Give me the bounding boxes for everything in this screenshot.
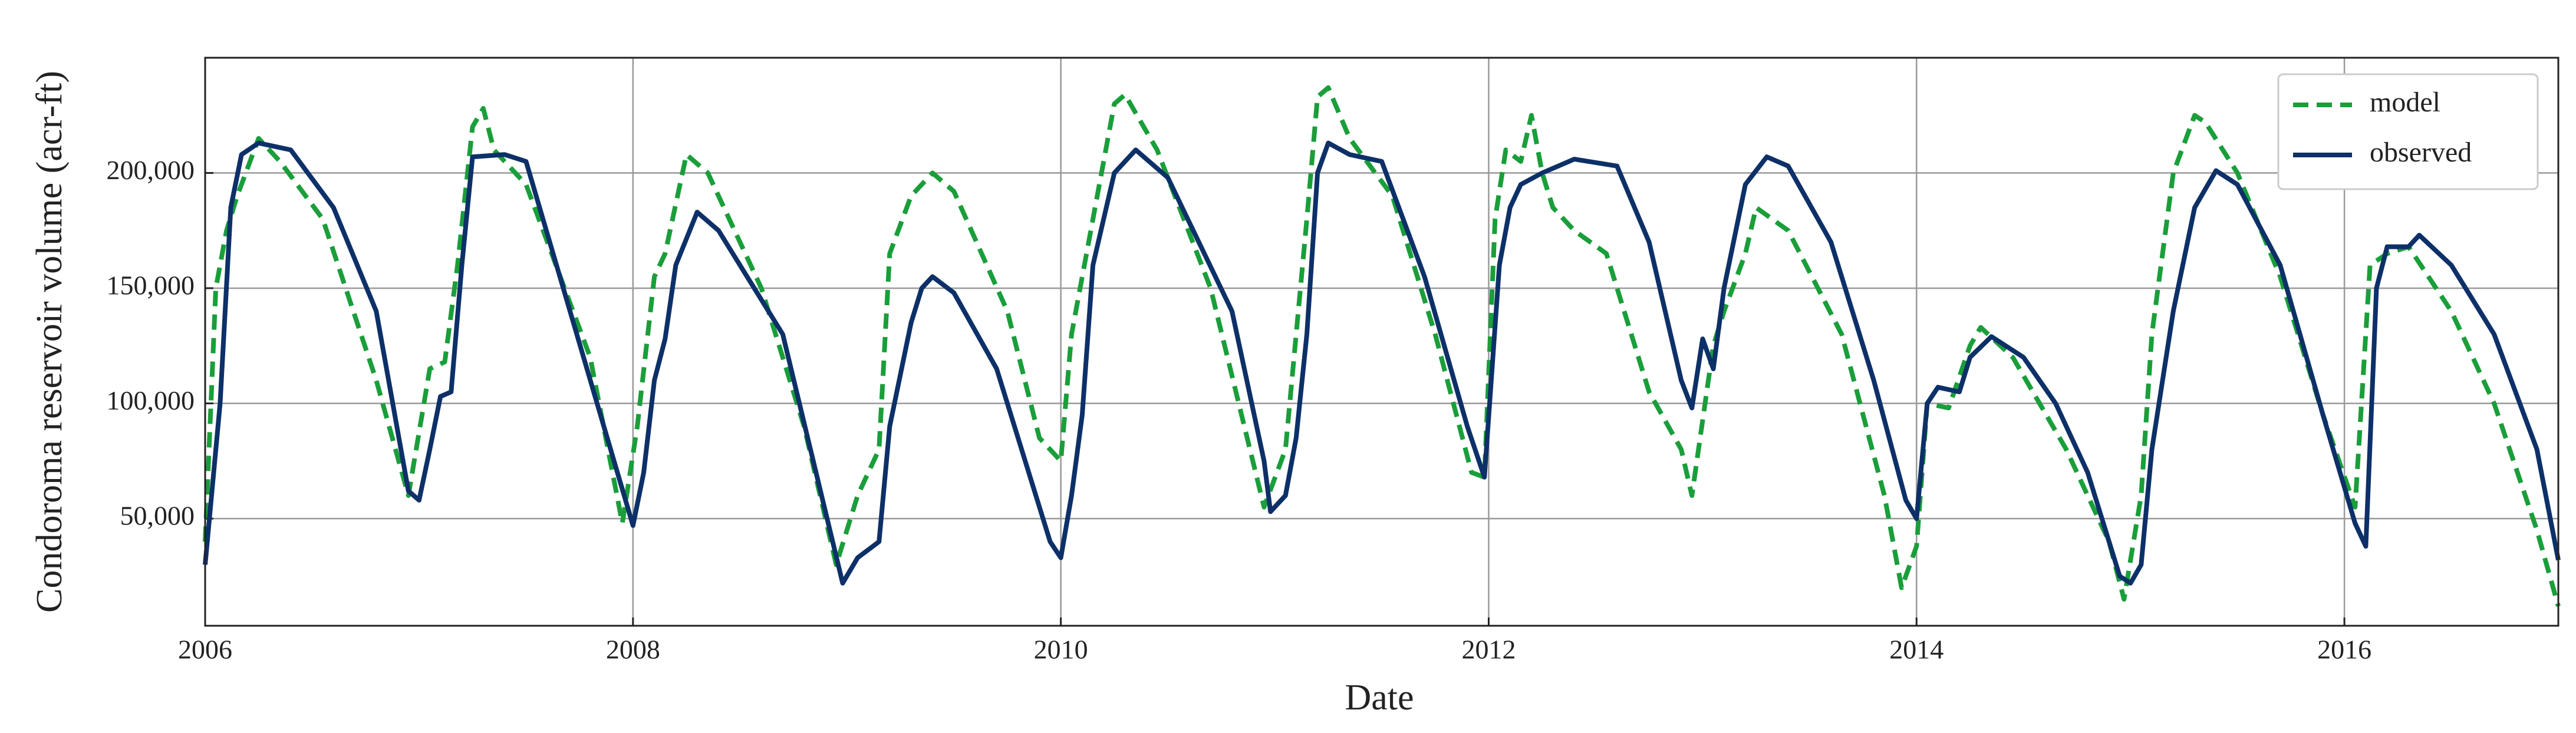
y-axis-label: Condoroma reservoir volume (acr-ft) <box>29 71 70 613</box>
plot-frame <box>204 57 2559 627</box>
y-tick-label: 50,000 <box>120 501 195 531</box>
x-tick-label: 2010 <box>1034 635 1088 665</box>
series-line <box>203 140 2561 586</box>
x-axis-label: Date <box>1345 678 1414 718</box>
x-tick-label: 2006 <box>178 635 232 665</box>
x-tick-label: 2016 <box>2317 635 2371 665</box>
y-tick-label: 150,000 <box>107 270 195 301</box>
x-tick-label: 2014 <box>1889 635 1943 665</box>
x-tick-label: 2012 <box>1461 635 1516 665</box>
y-tick-label: 200,000 <box>107 155 195 185</box>
legend-label: model <box>2370 87 2440 118</box>
legend-label: observed <box>2370 137 2472 168</box>
y-tick-label: 100,000 <box>107 385 195 415</box>
x-tick-label: 2008 <box>606 635 660 665</box>
